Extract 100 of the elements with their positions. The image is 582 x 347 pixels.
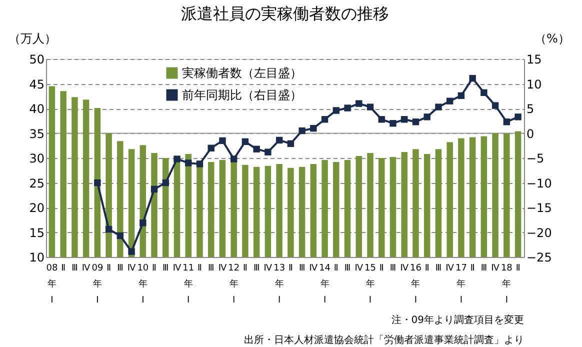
y-tick-label: 25 — [29, 176, 44, 190]
point — [401, 116, 408, 123]
x-tick-label: Ⅲ — [298, 264, 306, 274]
point — [264, 148, 272, 156]
point — [458, 92, 465, 99]
y2-tick-label: 10 — [526, 77, 542, 92]
x-tick-label: Ⅱ — [198, 264, 202, 274]
x-tick-label: Ⅲ — [480, 264, 488, 274]
x-tick-label: Ⅲ — [253, 264, 260, 274]
x-tick-label: Ⅱ — [288, 264, 293, 274]
point — [253, 146, 260, 152]
x-tick-label: Ⅳ — [400, 264, 410, 274]
point — [390, 120, 396, 127]
x-tick-label: 09 年 Ⅰ — [92, 264, 104, 306]
point — [150, 186, 158, 193]
y2-tick-label: −5 — [526, 152, 544, 166]
y2-tick-label: −10 — [526, 176, 552, 190]
point — [287, 140, 294, 147]
point — [219, 137, 226, 144]
x-tick-label: Ⅳ — [172, 264, 182, 274]
x-tick-label: Ⅳ — [354, 264, 364, 274]
point — [424, 114, 430, 120]
x-tick-label: Ⅳ — [446, 264, 455, 274]
point — [435, 104, 442, 110]
point — [366, 104, 374, 110]
legend-label: 前年同期比（右目盛） — [182, 88, 302, 102]
x-tick-label: 13 年 Ⅰ — [274, 264, 286, 306]
point — [242, 138, 249, 146]
point — [185, 160, 192, 166]
y-tick-label: 10 — [29, 250, 44, 264]
point — [356, 100, 362, 107]
x-tick-label: 11 年 Ⅰ — [182, 264, 194, 306]
x-tick-label: Ⅳ — [82, 264, 91, 274]
x-tick-label: Ⅲ — [390, 264, 396, 274]
point — [480, 89, 488, 96]
x-tick-label: 17 年 Ⅰ — [455, 264, 467, 306]
x-tick-label: Ⅱ — [516, 264, 520, 274]
point — [310, 124, 317, 132]
point — [332, 107, 340, 114]
x-tick-label: Ⅳ — [491, 264, 500, 274]
y2-tick-label: −25 — [526, 250, 552, 264]
y-tick-label: 20 — [29, 201, 44, 215]
y2-tick-label: 0 — [526, 126, 534, 141]
x-tick-label: 16 年 Ⅰ — [410, 264, 422, 306]
x-tick-label: Ⅳ — [218, 264, 228, 274]
x-tick-label: 15 年 Ⅰ — [364, 264, 376, 306]
point — [321, 116, 328, 123]
x-tick-label: Ⅱ — [152, 264, 156, 274]
point — [208, 144, 214, 152]
chart-title: 派遣社員の実稼働者数の推移 — [181, 4, 389, 23]
point — [503, 118, 510, 126]
point — [492, 102, 499, 109]
text: 出所・日本人材派遣協会統計「労働者派遣事業統計調査」より — [244, 334, 524, 346]
legend-label: 実稼働者数（左目盛） — [182, 66, 302, 80]
y2-tick-label: −20 — [526, 226, 552, 240]
x-tick-label: Ⅳ — [127, 264, 136, 274]
point — [276, 136, 283, 144]
y2-axis-title: （%） — [534, 32, 570, 46]
point — [162, 179, 169, 186]
x-tick-label: Ⅱ — [242, 264, 248, 274]
y2-tick-label: 5 — [526, 102, 534, 116]
x-tick-label: Ⅲ — [208, 264, 214, 274]
x-tick-label: Ⅳ — [264, 264, 273, 274]
point — [446, 98, 454, 104]
point — [94, 179, 101, 186]
point — [174, 156, 180, 162]
x-tick-label: Ⅲ — [162, 264, 169, 274]
x-tick-label: 18 年 Ⅰ — [500, 264, 513, 306]
x-tick-label: Ⅱ — [379, 264, 384, 274]
point — [128, 248, 135, 255]
x-tick-label: Ⅱ — [470, 264, 475, 274]
point — [140, 219, 146, 226]
point — [105, 226, 112, 233]
point — [514, 114, 522, 120]
x-tick-label: Ⅱ — [61, 264, 66, 274]
point — [298, 127, 306, 134]
x-tick-label: 12 年 Ⅰ — [228, 264, 240, 306]
y-tick-label: 40 — [29, 102, 44, 116]
x-tick-label: Ⅱ — [334, 264, 338, 274]
x-tick-label: Ⅱ — [106, 264, 112, 274]
point — [116, 232, 124, 240]
text: 注・09年より調査項目を変更 — [391, 314, 524, 326]
x-tick-label: Ⅳ — [309, 264, 318, 274]
x-tick-label: Ⅲ — [72, 264, 78, 274]
point — [378, 116, 385, 123]
point — [412, 118, 420, 126]
x-tick-label: 14 年 Ⅰ — [319, 264, 331, 306]
x-tick-label: Ⅲ — [435, 264, 442, 274]
x-tick-label: 08 年 Ⅰ — [46, 264, 58, 306]
point — [344, 104, 351, 112]
y-tick-label: 45 — [29, 77, 44, 92]
x-tick-label: 10 年 Ⅰ — [137, 264, 149, 306]
y-axis-title: （万人） — [8, 32, 56, 46]
y2-tick-label: 15 — [526, 52, 542, 66]
y-tick-label: 50 — [29, 52, 44, 66]
x-tick-label: Ⅱ — [424, 264, 430, 274]
x-tick-label: Ⅲ — [117, 264, 124, 274]
y-tick-label: 35 — [29, 126, 44, 141]
x-tick-label: Ⅲ — [344, 264, 351, 274]
y2-tick-label: −15 — [526, 201, 552, 215]
